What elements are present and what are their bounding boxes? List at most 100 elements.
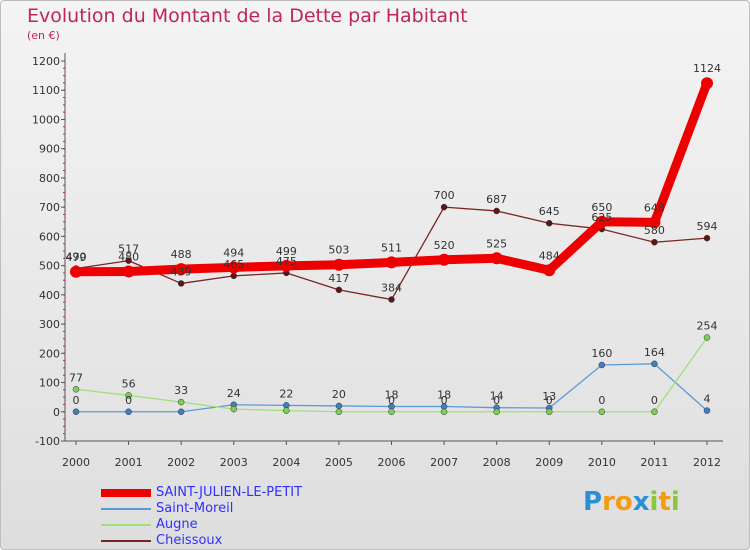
chart-subtitle: (en €) xyxy=(27,29,60,42)
data-label: 0 xyxy=(388,394,395,407)
data-label: 0 xyxy=(546,394,553,407)
logo-letter: i xyxy=(649,487,659,517)
y-tick-label: 500 xyxy=(39,260,60,273)
data-point xyxy=(595,215,608,228)
data-point xyxy=(493,408,500,416)
data-label: 160 xyxy=(591,347,612,360)
y-tick-label: 800 xyxy=(39,172,60,185)
data-point xyxy=(332,258,345,271)
data-label: 484 xyxy=(539,249,560,262)
x-tick-label: 2002 xyxy=(167,456,195,469)
data-label: 439 xyxy=(171,265,192,278)
data-label: 645 xyxy=(539,205,560,218)
y-tick-label: 700 xyxy=(39,201,60,214)
data-label: 18 xyxy=(437,389,451,402)
data-point xyxy=(546,219,553,227)
data-point xyxy=(651,408,658,416)
data-label: 480 xyxy=(118,250,139,263)
logo-letter: r xyxy=(602,487,615,517)
data-point xyxy=(440,203,448,211)
y-tick-label: -100 xyxy=(35,435,60,448)
data-point xyxy=(651,238,658,246)
data-label: 0 xyxy=(73,394,80,407)
legend-swatch xyxy=(101,489,151,497)
data-label: 499 xyxy=(276,245,297,258)
data-point xyxy=(490,252,503,265)
data-point xyxy=(388,408,395,416)
data-point xyxy=(175,263,188,276)
x-tick-label: 2010 xyxy=(588,456,616,469)
data-label: 479 xyxy=(66,251,87,264)
y-tick-label: 200 xyxy=(39,347,60,360)
data-point xyxy=(227,261,240,274)
data-label: 13 xyxy=(542,390,556,403)
data-label: 254 xyxy=(697,320,718,333)
data-label: 417 xyxy=(328,272,349,285)
data-label: 494 xyxy=(223,246,244,259)
data-point xyxy=(283,407,290,414)
x-tick-label: 2005 xyxy=(325,456,353,469)
data-point xyxy=(648,216,661,229)
data-label: 56 xyxy=(122,377,136,390)
legend-item: Augne xyxy=(101,517,421,533)
legend-item: Saint-Moreil xyxy=(101,501,421,517)
data-label: 580 xyxy=(644,224,665,237)
data-point xyxy=(72,408,80,416)
y-tick-label: 100 xyxy=(39,377,60,390)
data-label: 14 xyxy=(490,390,504,403)
chart-title: Evolution du Montant de la Dette par Hab… xyxy=(27,5,468,27)
data-point xyxy=(280,259,293,272)
legend-item: Cheissoux xyxy=(101,533,421,549)
data-point xyxy=(125,408,132,416)
data-label: 511 xyxy=(381,241,402,254)
x-tick-label: 2009 xyxy=(535,456,563,469)
data-label: 525 xyxy=(486,237,507,250)
y-tick-label: 1200 xyxy=(32,55,60,68)
data-label: 24 xyxy=(227,387,241,400)
logo-letter: o xyxy=(614,487,633,517)
data-label: 0 xyxy=(125,394,132,407)
data-label: 0 xyxy=(651,394,658,407)
data-point xyxy=(125,257,132,264)
data-label: 625 xyxy=(591,211,612,224)
data-point xyxy=(70,265,82,278)
data-point xyxy=(72,386,80,393)
data-label: 648 xyxy=(644,201,665,214)
data-point xyxy=(125,392,132,399)
data-point xyxy=(335,402,343,410)
data-label: 475 xyxy=(276,255,297,268)
x-tick-label: 2006 xyxy=(378,456,406,469)
data-label: 22 xyxy=(279,387,293,400)
data-point xyxy=(230,272,237,280)
legend-label: Saint-Moreil xyxy=(156,501,234,516)
x-tick-label: 2008 xyxy=(483,456,511,469)
x-tick-label: 2001 xyxy=(115,456,143,469)
data-point xyxy=(230,405,237,413)
data-label: 164 xyxy=(644,346,665,359)
data-point xyxy=(651,360,658,368)
data-point xyxy=(438,253,451,266)
logo-letter: t xyxy=(658,487,671,517)
data-point xyxy=(122,265,135,278)
data-label: 490 xyxy=(66,251,87,264)
data-label: 0 xyxy=(441,394,448,407)
data-label: 18 xyxy=(385,389,399,402)
legend-item: SAINT-JULIEN-LE-PETIT xyxy=(101,485,421,501)
y-tick-label: 1100 xyxy=(32,84,60,97)
data-point xyxy=(598,408,606,416)
x-tick-label: 2003 xyxy=(220,456,248,469)
legend: SAINT-JULIEN-LE-PETIT Saint-Moreil Augne Ch… xyxy=(101,485,421,549)
y-tick-label: 300 xyxy=(39,318,60,331)
data-label: 650 xyxy=(591,201,612,214)
data-label: 0 xyxy=(493,394,500,407)
data-label: 700 xyxy=(434,189,455,202)
y-tick-label: 600 xyxy=(39,230,60,243)
data-label: 503 xyxy=(328,244,349,257)
legend-label: SAINT-JULIEN-LE-PETIT xyxy=(156,485,303,500)
data-point xyxy=(703,334,711,341)
data-label: 465 xyxy=(223,258,244,271)
legend-swatch xyxy=(101,508,151,510)
data-label: 20 xyxy=(332,388,346,401)
